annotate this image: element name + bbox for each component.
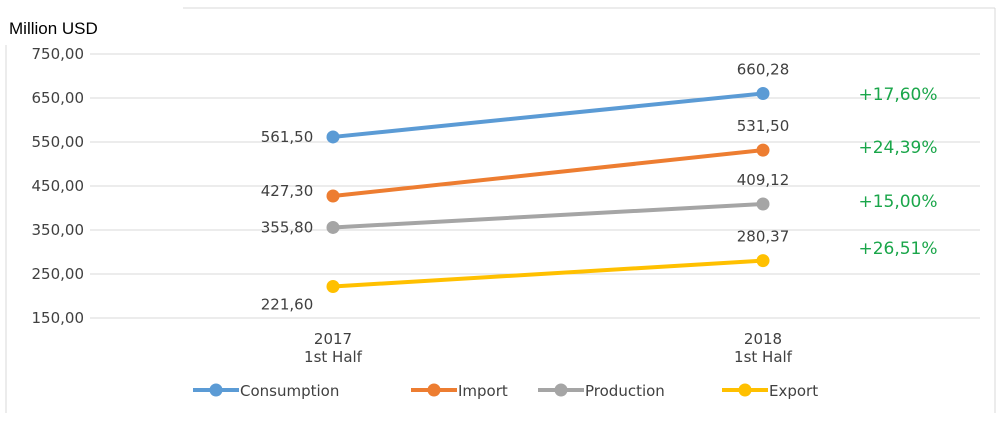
legend-item: Production [538,382,665,400]
y-tick-label: 450,00 [32,177,85,195]
y-axis-ticks: 750,00 650,00 550,00 450,00 350,00 250,00 150,… [32,45,85,327]
series-export: 221,60 280,37 +26,51% [261,228,938,314]
legend-label: Production [585,382,665,400]
legend-item: Export [722,382,818,400]
data-point [756,86,770,100]
data-point [326,189,340,203]
data-label: 660,28 [737,60,790,78]
legend-swatch-marker [427,383,441,397]
data-label: 409,12 [737,171,790,189]
data-label: 280,37 [737,228,790,246]
legend-label: Import [458,382,508,400]
data-label: 355,80 [261,218,314,236]
data-point [326,279,340,293]
x-tick-label: 2018 [744,330,782,348]
x-tick-label: 1st Half [734,348,793,366]
legend-item: Consumption [193,382,339,400]
series-import: 427,30 531,50 +24,39% [261,117,938,203]
x-tick-label: 1st Half [304,348,363,366]
series-consumption: 561,50 660,28 +17,60% [261,60,938,145]
percent-change-label: +17,60% [858,85,937,105]
data-point [326,130,340,144]
percent-change-label: +15,00% [858,192,937,212]
y-axis-title: Million USD [9,19,98,38]
y-tick-label: 350,00 [32,221,85,239]
x-tick-label: 2017 [314,330,352,348]
data-point [326,220,340,234]
y-tick-label: 650,00 [32,89,85,107]
data-label: 561,50 [261,128,314,146]
legend-swatch-marker [554,383,568,397]
data-point [756,143,770,157]
legend-label: Export [769,382,818,400]
y-tick-label: 250,00 [32,265,85,283]
data-label: 531,50 [737,117,790,135]
percent-change-label: +24,39% [858,138,937,158]
series-line [331,148,765,198]
series-production: 355,80 409,12 +15,00% [261,171,938,236]
series-line [331,91,765,139]
data-point [756,197,770,211]
series-group: 561,50 660,28 +17,60% 427,30 531,50 +24,39% 35… [261,60,938,313]
legend-item: Import [411,382,508,400]
gridlines [90,53,980,319]
legend-swatch-marker [209,383,223,397]
y-tick-label: 750,00 [32,45,85,63]
series-line [331,258,765,289]
data-label: 427,30 [261,182,314,200]
y-tick-label: 550,00 [32,133,85,151]
series-line [331,201,765,230]
legend: Consumption Import Production Export [193,382,818,400]
data-label: 221,60 [261,295,314,313]
legend-swatch-marker [738,383,752,397]
legend-label: Consumption [240,382,339,400]
percent-change-label: +26,51% [858,239,937,259]
data-point [756,254,770,268]
y-tick-label: 150,00 [32,309,85,327]
